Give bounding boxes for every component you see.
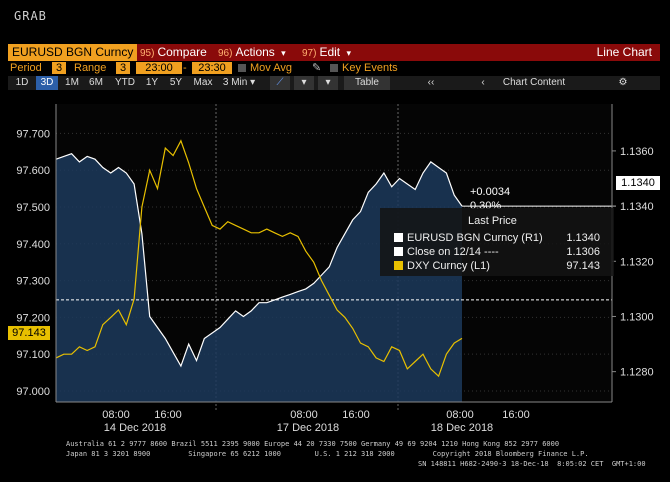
- actions-label: Actions: [235, 45, 275, 59]
- last-right-label: 1.1340: [616, 176, 660, 190]
- left-tick-label: 97.700: [16, 128, 50, 140]
- dxy-line: [55, 139, 463, 378]
- key-events-checkbox[interactable]: [330, 64, 338, 72]
- compare-number: 95): [140, 48, 155, 59]
- actions-number: 96): [218, 48, 233, 59]
- chart-style-dropdown[interactable]: ▾: [294, 76, 314, 90]
- chart-content-button[interactable]: Chart Content: [502, 77, 566, 88]
- footer-session: SN 148811 H682-2490-3 18-Dec-18 8:05:02 …: [418, 460, 646, 468]
- compare-label: Compare: [157, 45, 207, 59]
- last-left-label: 97.143: [8, 326, 50, 340]
- left-tick-label: 97.600: [16, 165, 50, 177]
- legend-swatch-dxy: [394, 261, 403, 270]
- eurusd-area: [56, 153, 462, 402]
- change-abs: +0.0034: [470, 186, 511, 198]
- chevron-down-icon: ▾: [346, 48, 352, 58]
- footer-copyright: Japan 81 3 3201 8900 Singapore 65 6212 1…: [66, 450, 589, 458]
- left-tick-label: 97.100: [16, 349, 50, 361]
- chevron-down-icon: ▾: [281, 48, 286, 58]
- left-tick-label: 97.400: [16, 239, 50, 251]
- timeframe-max[interactable]: Max: [193, 77, 213, 88]
- grab-label: GRAB: [14, 9, 47, 23]
- x-date-label: 17 Dec 2018: [277, 422, 339, 434]
- left-tick-label: 97.300: [16, 276, 50, 288]
- right-tick-label: 1.1300: [620, 311, 654, 323]
- legend-name: EURUSD BGN Curncy (R1): [407, 232, 543, 244]
- legend-value: 1.1340: [566, 232, 600, 244]
- compare-menu[interactable]: 95) Compare: [140, 44, 207, 61]
- timeframe-5y[interactable]: 5Y: [169, 77, 183, 88]
- interval-select[interactable]: 3 Min ▾: [222, 76, 256, 90]
- interval-value: 3 Min: [222, 77, 248, 88]
- timeframe-6m[interactable]: 6M: [89, 77, 103, 88]
- x-date-label: 14 Dec 2018: [104, 422, 166, 434]
- right-tick-label: 1.1360: [620, 146, 654, 158]
- right-tick-label: 1.1340: [620, 201, 654, 213]
- series-lines: [55, 139, 616, 378]
- more-dropdown[interactable]: ▾: [318, 76, 338, 90]
- edit-menu[interactable]: 97) Edit ▾: [302, 44, 351, 61]
- eurusd-area-fill: [56, 153, 462, 402]
- end-time-field[interactable]: 23:30: [192, 62, 232, 74]
- start-time-field[interactable]: 23:00: [136, 62, 182, 74]
- left-tick-label: 97.200: [16, 312, 50, 324]
- x-time-label: 08:00: [102, 409, 130, 421]
- actions-menu[interactable]: 96) Actions ▾: [218, 44, 286, 61]
- security-field[interactable]: EURUSD BGN Curncy: [8, 44, 138, 61]
- x-time-label: 08:00: [290, 409, 318, 421]
- chart-axes: 97.700 97.600 97.500 97.400 97.300 97.200 97.1…: [16, 104, 654, 434]
- legend-name: DXY Curncy (L1): [407, 260, 490, 272]
- timeframe-ytd[interactable]: YTD: [115, 77, 135, 88]
- timeframe-3d[interactable]: 3D: [36, 76, 58, 90]
- timeframe-1y[interactable]: 1Y: [145, 77, 159, 88]
- left-tick-label: 97.500: [16, 202, 50, 214]
- chevron-down-icon: ▾: [325, 77, 331, 88]
- mov-avg-checkbox[interactable]: [238, 64, 246, 72]
- legend-title: Last Price: [468, 215, 517, 227]
- pencil-icon[interactable]: ✎: [312, 62, 322, 74]
- options-row: Period 3 Range 3 23:00 - 23:30 Mov Avg ✎…: [8, 62, 660, 75]
- legend-row[interactable]: Close on 12/14 ---- 1.1306: [394, 245, 606, 259]
- gear-icon[interactable]: ⚙: [618, 77, 628, 88]
- chevron-down-icon: ▾: [250, 77, 256, 88]
- collapse-icon[interactable]: ‹‹: [427, 77, 435, 88]
- chevron-down-icon: ▾: [301, 77, 307, 88]
- mov-avg-label: Mov Avg: [250, 62, 292, 74]
- chevron-left-icon[interactable]: ‹: [481, 77, 485, 88]
- legend-row[interactable]: DXY Curncy (L1) 97.143: [394, 259, 606, 273]
- period-field[interactable]: 3: [52, 62, 66, 74]
- legend-name: Close on 12/14 ----: [407, 246, 499, 258]
- line-chart-icon[interactable]: ⟋: [270, 76, 290, 90]
- chart-toolbar: 1D 3D 1M 6M YTD 1Y 5Y Max 3 Min ▾ ⟋ ▾ ▾ …: [8, 76, 660, 90]
- range-separator: -: [183, 62, 187, 74]
- legend-row[interactable]: EURUSD BGN Curncy (R1) 1.1340: [394, 231, 606, 245]
- timeframe-1d[interactable]: 1D: [15, 77, 29, 88]
- timeframe-1m[interactable]: 1M: [65, 77, 79, 88]
- right-tick-label: 1.1320: [620, 256, 654, 268]
- x-time-label: 16:00: [502, 409, 530, 421]
- footer-contacts: Australia 61 2 9777 8600 Brazil 5511 239…: [66, 440, 560, 448]
- range-label: Range: [74, 62, 107, 74]
- legend-swatch-close: [394, 247, 403, 256]
- range-field[interactable]: 3: [116, 62, 130, 74]
- eurusd-line: [55, 153, 463, 368]
- left-tick-label: 97.000: [16, 386, 50, 398]
- period-label: Period: [10, 62, 42, 74]
- x-date-label: 18 Dec 2018: [431, 422, 493, 434]
- edit-number: 97): [302, 48, 317, 59]
- function-toolbar: EURUSD BGN Curncy 95) Compare 96) Actions …: [8, 44, 660, 61]
- table-button[interactable]: Table: [344, 76, 390, 90]
- price-chart[interactable]: 97.700 97.600 97.500 97.400 97.300 97.200 97.1…: [0, 90, 670, 462]
- edit-label: Edit: [319, 45, 341, 59]
- x-time-label: 16:00: [342, 409, 370, 421]
- x-time-label: 08:00: [446, 409, 474, 421]
- x-time-label: 16:00: [154, 409, 182, 421]
- legend-swatch-eurusd: [394, 233, 403, 242]
- legend-value: 97.143: [566, 260, 600, 272]
- view-name: Line Chart: [596, 45, 652, 59]
- legend-value: 1.1306: [566, 246, 600, 258]
- key-events-label: Key Events: [342, 62, 398, 74]
- right-tick-label: 1.1280: [620, 367, 654, 379]
- legend-panel: Last Price EURUSD BGN Curncy (R1) 1.1340…: [380, 208, 614, 276]
